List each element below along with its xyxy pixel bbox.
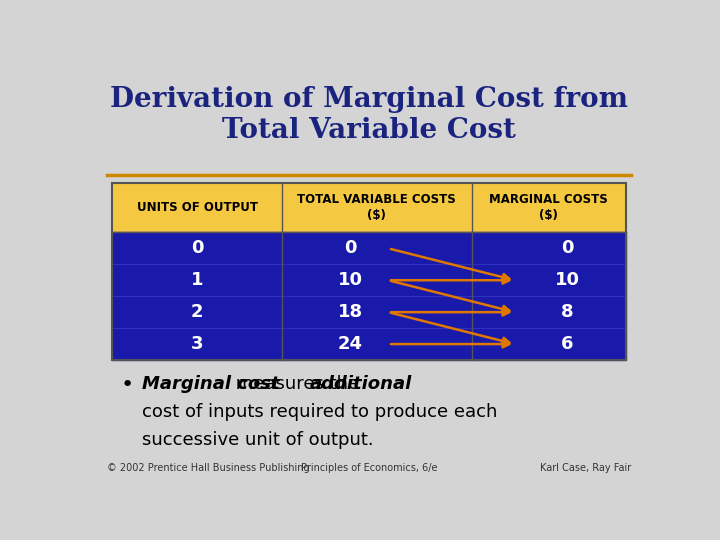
- Text: 1: 1: [191, 271, 203, 289]
- Text: MARGINAL COSTS
($): MARGINAL COSTS ($): [490, 193, 608, 222]
- Bar: [112, 232, 626, 360]
- Text: 24: 24: [338, 335, 363, 353]
- Text: measures the: measures the: [230, 375, 365, 393]
- Text: Principles of Economics, 6/e: Principles of Economics, 6/e: [301, 463, 437, 473]
- Text: UNITS OF OUTPUT: UNITS OF OUTPUT: [137, 201, 258, 214]
- Text: Derivation of Marginal Cost from
Total Variable Cost: Derivation of Marginal Cost from Total V…: [110, 85, 628, 144]
- Text: 3: 3: [191, 335, 203, 353]
- Text: cost of inputs required to produce each: cost of inputs required to produce each: [142, 403, 498, 421]
- Text: successive unit of output.: successive unit of output.: [142, 431, 374, 449]
- Text: 6: 6: [561, 335, 573, 353]
- Text: 0: 0: [561, 239, 573, 258]
- Text: 0: 0: [191, 239, 203, 258]
- Bar: [112, 183, 626, 360]
- Text: © 2002 Prentice Hall Business Publishing: © 2002 Prentice Hall Business Publishing: [107, 463, 310, 473]
- Text: 8: 8: [561, 303, 573, 321]
- Text: 18: 18: [338, 303, 363, 321]
- Text: 0: 0: [344, 239, 356, 258]
- Text: Marginal cost: Marginal cost: [142, 375, 279, 393]
- Text: Karl Case, Ray Fair: Karl Case, Ray Fair: [540, 463, 631, 473]
- Bar: [112, 183, 626, 232]
- Text: 10: 10: [338, 271, 363, 289]
- Text: •: •: [121, 375, 134, 395]
- Text: TOTAL VARIABLE COSTS
($): TOTAL VARIABLE COSTS ($): [297, 193, 456, 222]
- Text: 2: 2: [191, 303, 203, 321]
- Text: 10: 10: [554, 271, 580, 289]
- Text: additional: additional: [310, 375, 412, 393]
